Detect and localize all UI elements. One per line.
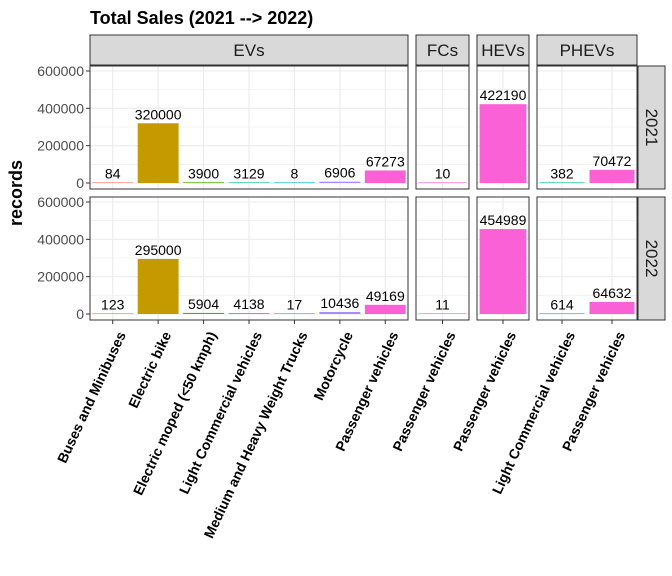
bar-hevs-passenger-vehicles-2022 (479, 229, 527, 314)
data-label-phevs-passenger-vehicles-2022: 64632 (593, 285, 632, 301)
data-label-hevs-passenger-vehicles-2022: 454989 (480, 212, 527, 228)
data-label-evs-passenger-vehicles-2022: 49169 (366, 288, 405, 304)
facet-strip-fcs (415, 34, 470, 66)
bar-evs-electric-moped-50-kmph-2022 (183, 312, 225, 314)
facet-strip-label-2022: 2022 (642, 240, 661, 278)
data-label-evs-motorcycle-2021: 6906 (324, 165, 355, 181)
data-label-evs-electric-bike-2021: 320000 (135, 106, 182, 122)
panel-border (476, 65, 530, 190)
panel-border (536, 196, 638, 321)
data-label-evs-light-commercial-vehicles-2021: 3129 (233, 165, 264, 181)
bar-evs-light-commercial-vehicles-2021 (228, 182, 270, 183)
data-label-evs-light-commercial-vehicles-2022: 4138 (233, 296, 264, 312)
data-label-evs-motorcycle-2022: 10436 (320, 295, 359, 311)
y-tick-label: 200000 (37, 138, 84, 154)
data-label-hevs-passenger-vehicles-2021: 422190 (480, 87, 527, 103)
y-tick-label: 600000 (37, 194, 84, 210)
bar-evs-motorcycle-2021 (319, 181, 361, 183)
bar-phevs-light-commercial-vehicles-2022 (539, 313, 585, 314)
panel-border (89, 65, 409, 190)
x-tick-label-evs-light-commercial-vehicles: Light Commercial vehicles (176, 329, 266, 497)
bar-evs-medium-and-heavy-weight-trucks-2022 (273, 313, 315, 314)
data-label-evs-electric-bike-2022: 295000 (135, 242, 182, 258)
facet-strip-evs (89, 34, 409, 66)
facet-strip-label-evs: EVs (233, 41, 264, 60)
bar-evs-buses-and-minibuses-2021 (92, 182, 134, 183)
panel-background (537, 197, 637, 320)
x-tick-label-hevs-passenger-vehicles: Passenger vehicles (450, 329, 520, 454)
facet-strip-hevs (476, 34, 530, 66)
bar-evs-medium-and-heavy-weight-trucks-2021 (273, 182, 315, 183)
panel-background (537, 66, 637, 189)
panel-border (415, 65, 470, 190)
bar-evs-light-commercial-vehicles-2022 (228, 313, 270, 314)
bar-evs-electric-bike-2021 (137, 123, 179, 183)
x-tick-label-evs-electric-moped-50-kmph: Electric moped (<50 kmph) (130, 329, 220, 498)
x-tick-label-fcs-passenger-vehicles: Passenger vehicles (389, 329, 459, 454)
facet-strip-label-2021: 2021 (642, 109, 661, 147)
y-tick-label: 600000 (37, 63, 84, 79)
data-label-evs-electric-moped-50-kmph-2022: 5904 (188, 296, 219, 312)
data-label-phevs-light-commercial-vehicles-2021: 382 (550, 165, 574, 181)
panel-hevs-2022: 454989 (476, 196, 530, 321)
panel-hevs-2021: 422190 (476, 65, 530, 190)
data-label-phevs-passenger-vehicles-2021: 70472 (593, 153, 632, 169)
y-tick-label: 200000 (37, 269, 84, 285)
panel-phevs-2021: 382 70472 (536, 65, 638, 190)
panel-fcs-2021: 10 (415, 65, 470, 190)
data-label-evs-buses-and-minibuses-2021: 84 (105, 165, 121, 181)
x-tick-label-evs-buses-and-minibuses: Buses and Minibuses (54, 329, 129, 466)
facet-strip-phevs (536, 34, 638, 66)
data-label-evs-buses-and-minibuses-2022: 123 (101, 296, 125, 312)
bar-phevs-light-commercial-vehicles-2021 (539, 182, 585, 183)
x-tick-label-evs-electric-bike: Electric bike (125, 329, 174, 411)
facet-strip-label-phevs: PHEVs (560, 41, 615, 60)
bar-evs-passenger-vehicles-2022 (364, 304, 406, 314)
bar-phevs-passenger-vehicles-2021 (589, 169, 635, 183)
bar-evs-electric-moped-50-kmph-2021 (183, 182, 225, 183)
y-tick-label: 400000 (37, 231, 84, 247)
bar-fcs-passenger-vehicles-2021 (418, 182, 467, 183)
panel-evs-2022: 123 295000 5904 4138 17 10436 49169 (89, 196, 409, 321)
panel-phevs-2022: 614 64632 (536, 196, 638, 321)
y-tick-label: 0 (76, 306, 84, 322)
bar-evs-passenger-vehicles-2021 (364, 170, 406, 183)
facet-strip-label-hevs: HEVs (481, 41, 524, 60)
panel-evs-2021: 84 320000 3900 3129 8 6906 67273 (89, 65, 409, 190)
bar-evs-buses-and-minibuses-2022 (92, 313, 134, 314)
data-label-fcs-passenger-vehicles-2021: 10 (435, 165, 451, 181)
data-label-fcs-passenger-vehicles-2022: 11 (435, 296, 450, 312)
facet-strip-2021 (637, 65, 666, 190)
x-tick-label-evs-motorcycle: Motorcycle (310, 329, 356, 403)
data-label-phevs-light-commercial-vehicles-2022: 614 (550, 296, 574, 312)
bar-hevs-passenger-vehicles-2021 (479, 104, 527, 183)
bar-fcs-passenger-vehicles-2022 (418, 313, 467, 314)
y-tick-label: 0 (76, 175, 84, 191)
data-label-evs-medium-and-heavy-weight-trucks-2022: 17 (287, 296, 303, 312)
data-label-evs-electric-moped-50-kmph-2021: 3900 (188, 165, 219, 181)
bar-phevs-passenger-vehicles-2022 (589, 301, 635, 314)
panel-fcs-2022: 11 (415, 196, 470, 321)
panel-border (536, 65, 638, 190)
chart-title: Total Sales (2021 --> 2022) (90, 8, 313, 28)
data-label-evs-medium-and-heavy-weight-trucks-2021: 8 (291, 165, 299, 181)
y-axis-label: records (6, 160, 26, 226)
y-tick-label: 400000 (37, 100, 84, 116)
data-label-evs-passenger-vehicles-2021: 67273 (366, 153, 405, 169)
facet-strip-label-fcs: FCs (427, 41, 458, 60)
bar-evs-motorcycle-2022 (319, 312, 361, 314)
bar-evs-electric-bike-2022 (137, 258, 179, 314)
facet-strip-2022 (637, 196, 666, 321)
